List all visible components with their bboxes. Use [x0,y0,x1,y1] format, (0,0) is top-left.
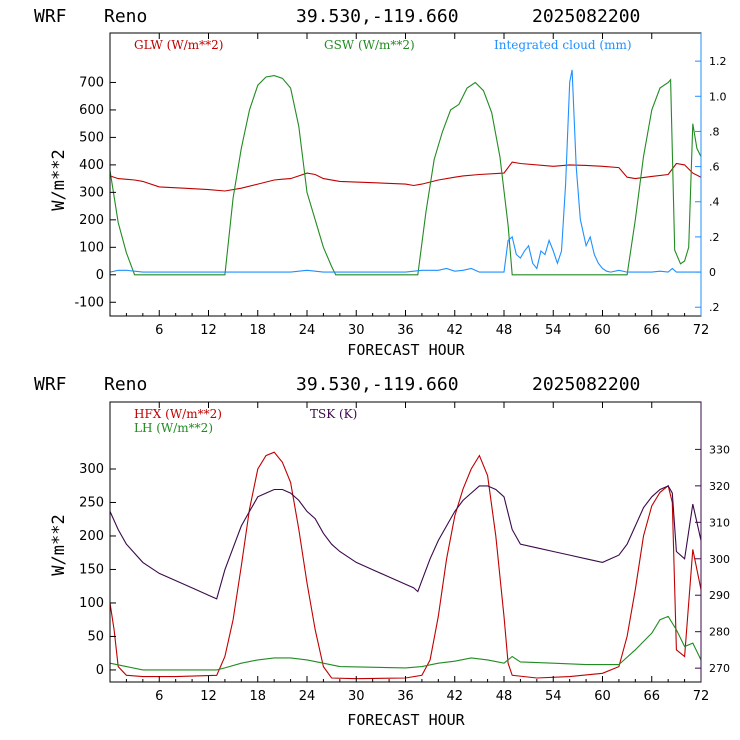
x-tick-label: 54 [545,689,562,704]
y-tick-label: 100 [79,240,104,255]
y-tick-label: 600 [79,103,104,118]
x-tick-label: 60 [594,689,611,704]
x-tick-label: 48 [496,689,513,704]
header-init: 2025082200 [532,6,640,27]
panel-radiation: WRF Reno 39.530,-119.660 2025082200 GLW … [34,6,727,359]
legend-tsk: TSK (K) [310,407,357,421]
x-tick-label: 36 [397,323,414,338]
plot-frame [109,32,702,317]
y2-tick-label: 0 [709,266,716,279]
y-tick-label: 0 [96,268,104,283]
x-axis-label: FORECAST HOUR [347,341,465,359]
x-tick-label: 72 [693,323,710,338]
plot-frame [109,401,702,683]
series-line-0 [109,451,702,680]
series-line-2 [109,69,701,273]
header-model: WRF [34,6,67,27]
y-tick-label: 250 [79,495,104,510]
y2-tick-label: 270 [709,662,730,675]
x-tick-label: 6 [155,689,163,704]
x-tick-label: 30 [348,323,365,338]
header-station: Reno [104,374,147,395]
y2-tick-label: 320 [709,480,730,493]
y2-tick-label: 330 [709,443,730,456]
x-tick-label: 12 [200,689,217,704]
x-tick-label: 42 [446,689,463,704]
x-tick-label: 60 [594,323,611,338]
x-tick-label: 66 [643,323,660,338]
panel-fluxes: WRF Reno 39.530,-119.660 2025082200 HFX … [34,374,730,729]
legend-lh: LH (W/m**2) [134,421,213,435]
x-tick-label: 24 [299,689,316,704]
x-tick-label: 48 [496,323,513,338]
y2-tick-label: .4 [709,196,720,209]
header-coords: 39.530,-119.660 [296,6,459,27]
y2-tick-label: .2 [709,231,720,244]
y2-tick-label: .8 [709,125,720,138]
x-tick-label: 72 [693,689,710,704]
x-tick-label: 36 [397,689,414,704]
y-tick-label: 200 [79,213,104,228]
y-tick-label: 50 [87,629,104,644]
y-tick-label: -100 [74,295,104,310]
legend-hfx: HFX (W/m**2) [134,407,222,421]
y-tick-label: 500 [79,130,104,145]
x-tick-label: 66 [643,689,660,704]
legend-cloud: Integrated cloud (mm) [494,38,632,52]
y2-tick-label: 1.2 [709,55,727,68]
y2-tick-label: .2 [709,301,720,314]
y-tick-label: 400 [79,158,104,173]
series-line-2 [109,485,702,600]
y2-tick-label: 1.0 [709,90,727,103]
y2-tick-label: 280 [709,626,730,639]
x-tick-label: 12 [200,323,217,338]
y-tick-label: 200 [79,529,104,544]
y-tick-label: 300 [79,462,104,477]
x-tick-label: 6 [155,323,163,338]
header-init: 2025082200 [532,374,640,395]
legend-glw: GLW (W/m**2) [134,38,223,52]
series-line-1 [109,615,702,671]
y-axis-label: W/m**2 [49,514,69,575]
x-tick-label: 54 [545,323,562,338]
y-tick-label: 0 [96,663,104,678]
x-axis-label: FORECAST HOUR [347,711,465,729]
tick-group: 6 12 18 24 30 36 42 48 54 60 66 72 -100 0 100 200 300 400… [74,33,727,338]
y2-tick-label: 310 [709,516,730,529]
y2-tick-label: 300 [709,553,730,566]
legend-gsw: GSW (W/m**2) [324,38,415,52]
x-tick-label: 18 [249,323,266,338]
y2-tick-label: .6 [709,161,720,174]
y-tick-label: 300 [79,185,104,200]
y-tick-label: 100 [79,596,104,611]
y-tick-label: 150 [79,562,104,577]
series-group [109,69,702,276]
x-tick-label: 24 [299,323,316,338]
y2-tick-label: 290 [709,589,730,602]
y-tick-label: 700 [79,75,104,90]
x-tick-label: 42 [446,323,463,338]
header-station: Reno [104,6,147,27]
series-line-0 [109,161,702,192]
x-tick-label: 18 [249,689,266,704]
header-coords: 39.530,-119.660 [296,374,459,395]
x-tick-label: 30 [348,689,365,704]
series-line-1 [109,75,702,276]
header-model: WRF [34,374,67,395]
tick-group: 6 12 18 24 30 36 42 48 54 60 66 72 0 50 100 150 200 250 30… [79,402,730,704]
y-axis-label: W/m**2 [49,149,69,210]
series-group [109,451,702,680]
